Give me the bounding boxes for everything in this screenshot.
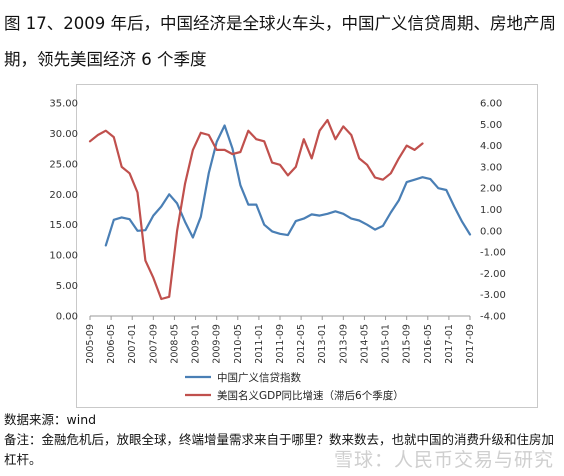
y-right-tick-label: -2.00 [480, 269, 506, 280]
x-tick-label: 2009-01 [191, 324, 202, 364]
x-tick-label: 2005-09 [85, 324, 96, 364]
series-line-2 [88, 118, 424, 301]
y-left-tick-label: 5.00 [56, 281, 78, 292]
x-tick-label: 2014-05 [359, 324, 370, 364]
legend-label-2: 美国名义GDP同比增速（滞后6个季度） [217, 389, 404, 402]
y-left-tick-label: 15.00 [49, 220, 78, 231]
x-tick-label: 2006-05 [106, 324, 117, 364]
x-tick-label: 2009-09 [212, 324, 223, 364]
figure-title: 图 17、2009 年后，中国经济是全球火车头，中国广义信贷周期、房地产周期，领… [4, 14, 556, 69]
x-tick-label: 2017-01 [444, 324, 455, 364]
x-tick-label: 2010-05 [233, 324, 244, 364]
y-right-tick-label: -4.00 [480, 312, 506, 323]
x-tick-label: 2015-01 [381, 324, 392, 364]
y-right-tick-label: 6.00 [480, 99, 502, 110]
x-tick-label: 2013-01 [317, 324, 328, 364]
legend-label-1: 中国广义信贷指数 [217, 371, 301, 384]
y-left-tick-label: 25.00 [49, 159, 78, 170]
y-left-tick-label: 35.00 [49, 99, 78, 110]
y-right-tick-label: 5.00 [480, 120, 502, 131]
watermark: 雪球：人民币交易与研究 [333, 449, 554, 471]
y-right-tick-label: -1.00 [480, 248, 506, 259]
y-right-tick-label: 1.00 [480, 205, 502, 216]
y-right-tick-label: -3.00 [480, 290, 506, 301]
x-tick-label: 2011-09 [275, 324, 286, 364]
y-right-tick-label: 0.00 [480, 226, 502, 237]
y-left-tick-label: 20.00 [49, 190, 78, 201]
footer: 数据来源：wind 备注：金融危机后，放眼全球，终端增量需求来自于哪里？数来数去… [4, 410, 560, 470]
series-line-1 [104, 124, 472, 247]
x-tick-label: 2016-05 [423, 324, 434, 364]
x-tick-label: 2007-01 [127, 324, 138, 364]
y-right-tick-label: 2.00 [480, 184, 502, 195]
y-left-tick-label: 0.00 [56, 312, 78, 323]
footnote: 备注：金融危机后，放眼全球，终端增量需求来自于哪里？数来数去，也就中国的消费升级… [4, 432, 555, 467]
x-tick-label: 2012-05 [296, 324, 307, 364]
data-source: 数据来源：wind [4, 412, 97, 427]
x-tick-label: 2008-05 [169, 324, 180, 364]
y-left-tick-label: 30.00 [49, 129, 78, 140]
chart-frame [76, 84, 538, 408]
y-left-tick-label: 10.00 [49, 251, 78, 262]
x-tick-label: 2011-01 [254, 324, 265, 364]
x-tick-label: 2007-09 [148, 324, 159, 364]
x-tick-label: 2015-09 [402, 324, 413, 364]
x-tick-label: 2017-09 [465, 324, 476, 364]
y-right-tick-label: 4.00 [480, 141, 502, 152]
y-right-tick-label: 3.00 [480, 162, 502, 173]
x-tick-label: 2013-09 [338, 324, 349, 364]
chart: 0.00 5.00 10.00 15.00 20.00 25.00 30.00 35.00 -4… [49, 99, 506, 403]
